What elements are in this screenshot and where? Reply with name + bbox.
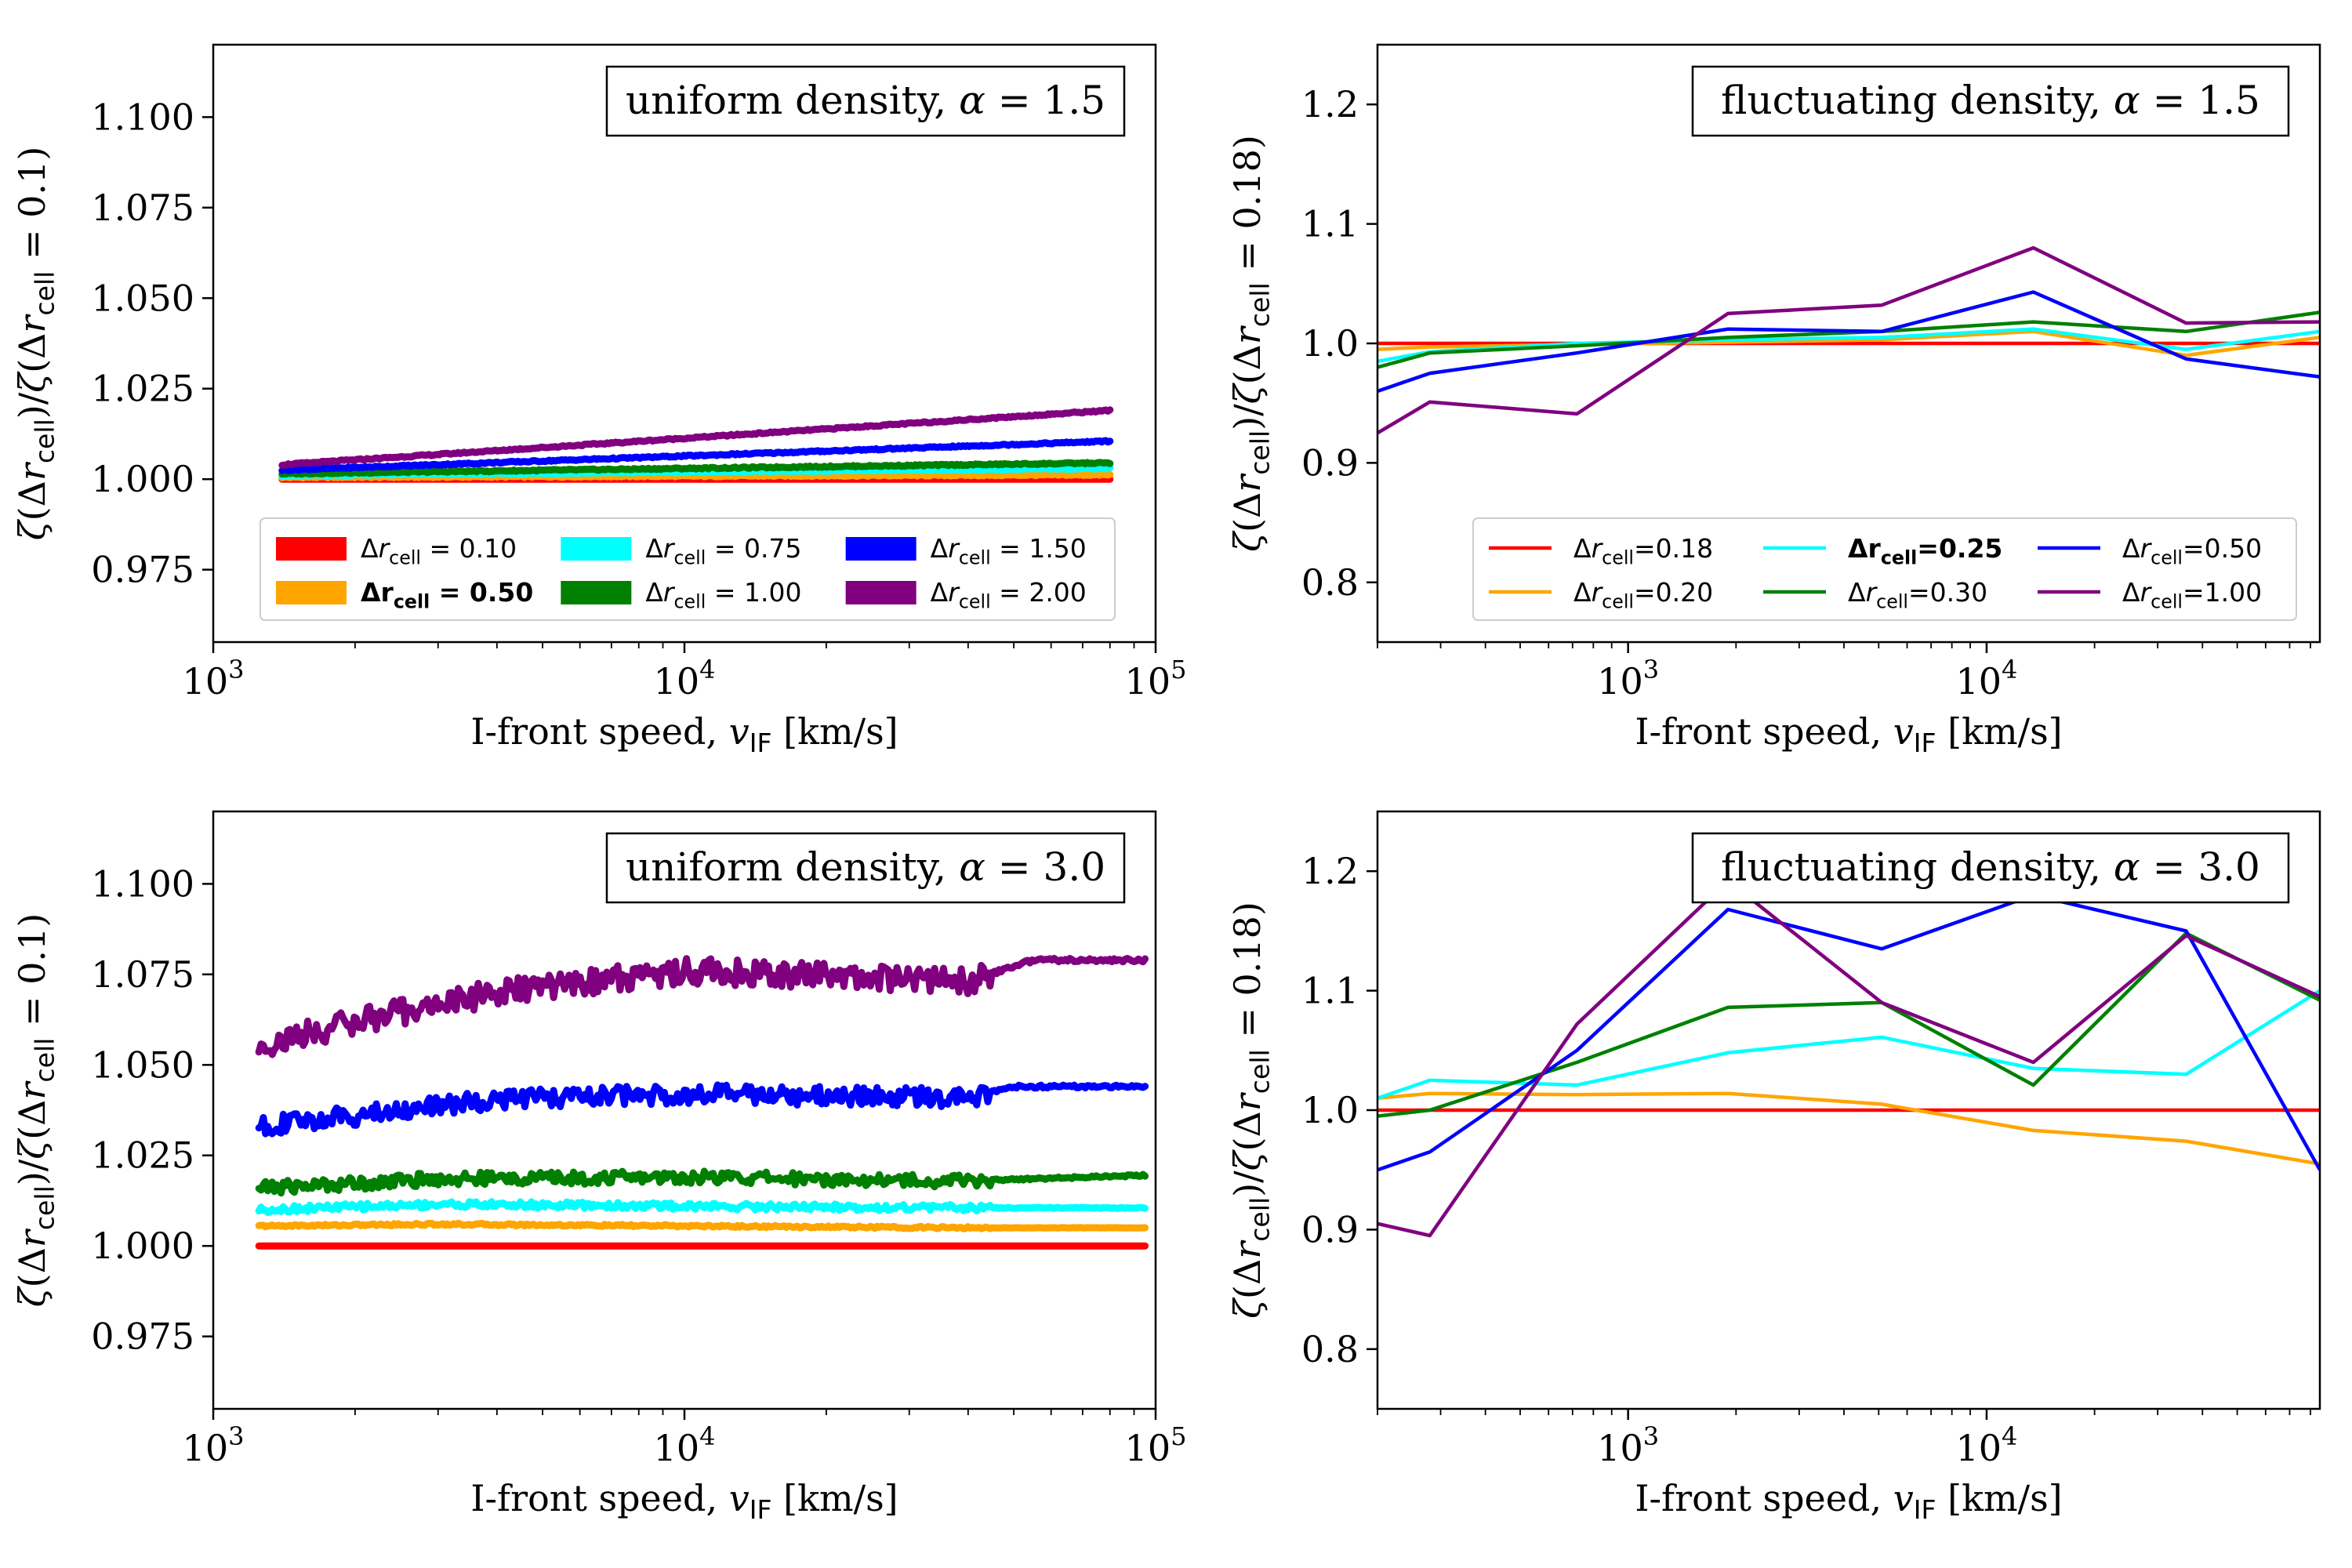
legend-label: Δrcell = 1.00	[645, 577, 801, 612]
y-tick-label: 1.050	[91, 1044, 194, 1086]
legend-label: Δrcell=0.50	[2122, 533, 2262, 568]
legend-label: Δrcell = 0.50	[361, 577, 533, 612]
series-group	[278, 406, 1114, 483]
series-line-5	[255, 955, 1149, 1058]
series-group	[1377, 245, 2320, 435]
panel-title-box	[1691, 65, 2290, 137]
series-line-3	[278, 459, 1114, 478]
chart-panel-bottom-left: 0.975 1.000 1.025 1.050 1.075 1.100 103 104 105 I…	[11, 810, 1187, 1525]
series-line-5	[278, 406, 1114, 469]
panel-title: uniform density, α = 1.5	[626, 78, 1105, 123]
y-tick-label: 1.000	[91, 1225, 194, 1267]
chart-panel-bottom-right: 0.8 0.9 1.0 1.1 1.2 103 104 I-front speed, vIF …	[1226, 810, 2321, 1525]
y-axis-title: ζ(Δrcell)/ζ(Δrcell = 0.18)	[1226, 902, 1276, 1319]
x-tick-label: 103	[1597, 655, 1659, 702]
chart-panel-top-left: 0.975 1.000 1.025 1.050 1.075 1.100 103 104 105 I…	[11, 43, 1187, 758]
series-line-3	[255, 1167, 1149, 1197]
x-tick-label: 104	[654, 655, 716, 702]
legend-swatch	[561, 537, 632, 561]
series-line-1	[1377, 1091, 2320, 1166]
x-axis-title: I-front speed, vIF [km/s]	[1635, 1477, 2062, 1525]
y-tick-label: 1.0	[1301, 322, 1359, 365]
y-tick-label: 1.2	[1301, 83, 1359, 125]
legend-swatch	[276, 537, 347, 561]
y-tick-label: 1.0	[1301, 1089, 1359, 1131]
legend-label: Δrcell=0.25	[1848, 533, 2002, 568]
legend-label: Δrcell = 0.75	[645, 533, 801, 568]
x-tick-label: 103	[183, 1421, 245, 1469]
legend-swatch	[845, 581, 916, 604]
x-tick-label: 103	[1597, 1421, 1659, 1469]
y-tick-label: 0.9	[1301, 441, 1359, 484]
series-line-4	[1377, 290, 2320, 394]
y-tick-label: 0.9	[1301, 1208, 1359, 1250]
y-axis-title: ζ(Δrcell)/ζ(Δrcell = 0.1)	[11, 913, 60, 1308]
panel-title: uniform density, α = 3.0	[626, 844, 1105, 890]
legend-label: Δrcell=0.18	[1573, 533, 1713, 568]
x-axis-title: I-front speed, vIF [km/s]	[470, 1477, 898, 1525]
legend-label: Δrcell=0.30	[1848, 577, 1987, 612]
y-tick-label: 1.075	[91, 187, 194, 229]
series-line-4	[1377, 893, 2320, 1172]
y-tick-label: 0.975	[91, 549, 194, 591]
x-tick-label: 104	[654, 1421, 716, 1469]
legend-label: Δrcell=1.00	[2122, 577, 2262, 612]
legend-swatch	[276, 581, 347, 604]
legend-label: Δrcell=0.20	[1573, 577, 1713, 612]
y-tick-label: 0.975	[91, 1316, 194, 1358]
y-tick-label: 1.100	[91, 96, 194, 138]
y-tick-label: 0.8	[1301, 561, 1359, 604]
y-tick-label: 1.000	[91, 458, 194, 500]
series-line-2	[1377, 989, 2320, 1100]
series-line-3	[1377, 310, 2320, 369]
y-axis-title: ζ(Δrcell)/ζ(Δrcell = 0.1)	[11, 147, 60, 541]
panel-title-box	[605, 65, 1126, 137]
x-tick-label: 105	[1125, 1421, 1187, 1469]
panel-title-box	[1691, 832, 2290, 904]
legend-swatch	[561, 581, 632, 604]
x-tick-label: 104	[1956, 1421, 2018, 1469]
y-tick-label: 0.8	[1301, 1328, 1359, 1370]
series-group	[255, 955, 1149, 1250]
legend-frame	[1472, 517, 2297, 621]
x-axis-title: I-front speed, vIF [km/s]	[1635, 710, 2062, 758]
x-axis-title: I-front speed, vIF [km/s]	[470, 710, 898, 758]
y-tick-label: 1.2	[1301, 850, 1359, 892]
y-tick-label: 1.075	[91, 953, 194, 996]
x-tick-label: 105	[1125, 655, 1187, 702]
y-axis-title: ζ(Δrcell)/ζ(Δrcell = 0.18)	[1226, 135, 1276, 552]
legend-label: Δrcell = 2.00	[931, 577, 1087, 612]
y-tick-label: 1.100	[91, 862, 194, 905]
x-tick-label: 104	[1956, 655, 2018, 702]
series-line-4	[255, 1081, 1149, 1138]
y-tick-label: 1.025	[91, 1134, 194, 1177]
panel-title-box	[605, 832, 1126, 904]
chart-panel-top-right: 0.8 0.9 1.0 1.1 1.2 103 104 I-front speed, vIF …	[1226, 43, 2321, 758]
series-line-1	[1377, 329, 2320, 358]
x-tick-label: 103	[183, 655, 245, 702]
series-line-4	[278, 437, 1114, 474]
y-tick-label: 1.050	[91, 277, 194, 319]
series-group	[1377, 879, 2320, 1238]
series-line-5	[1377, 879, 2320, 1238]
legend-label: Δrcell = 1.50	[931, 533, 1087, 568]
legend-swatch	[845, 537, 916, 561]
y-tick-label: 1.1	[1301, 970, 1359, 1012]
series-line-2	[255, 1198, 1149, 1216]
y-tick-label: 1.025	[91, 368, 194, 410]
legend: Δrcell = 0.10 Δrcell = 0.50 Δrcell = 0.75 Δ…	[260, 517, 1116, 621]
panel-title: fluctuating density, α = 3.0	[1721, 844, 2260, 890]
legend-label: Δrcell = 0.10	[361, 533, 517, 568]
series-line-1	[255, 1219, 1149, 1232]
y-tick-label: 1.1	[1301, 203, 1359, 245]
series-line-5	[1377, 245, 2320, 435]
legend: Δrcell=0.18 Δrcell=0.20 Δrcell=0.25 Δrcell=…	[1472, 517, 2297, 621]
panel-title: fluctuating density, α = 1.5	[1721, 78, 2260, 123]
